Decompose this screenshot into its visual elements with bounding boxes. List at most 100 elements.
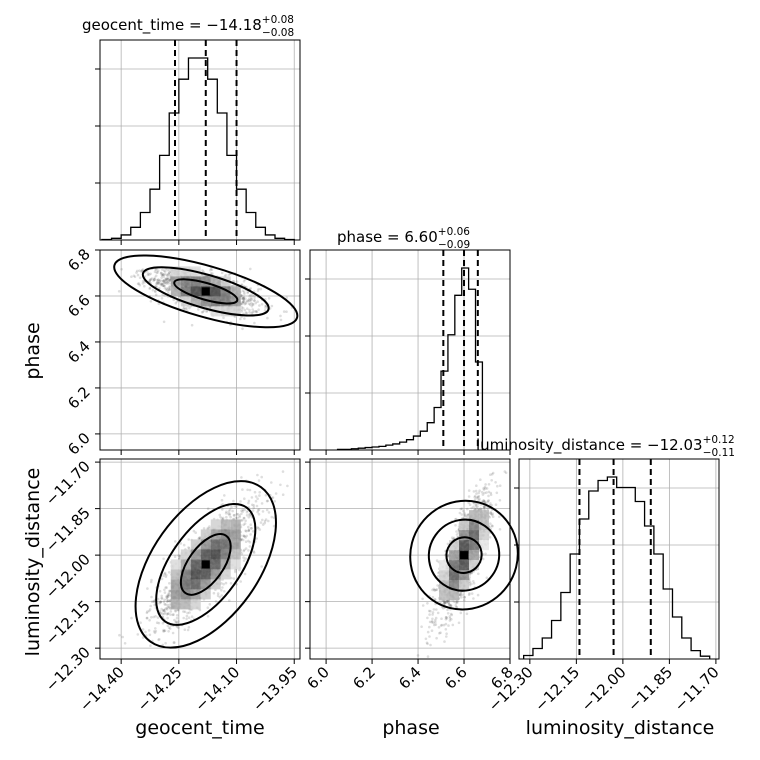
- scatter-point: [210, 268, 214, 272]
- density-cell: [210, 519, 221, 530]
- scatter-point: [167, 599, 170, 602]
- scatter-point: [148, 287, 151, 290]
- scatter-point: [160, 607, 163, 611]
- scatter-point: [163, 609, 166, 612]
- scatter-point: [234, 568, 237, 572]
- scatter-point: [240, 310, 244, 313]
- ylabel-phase: phase: [22, 322, 44, 379]
- scatter-point: [246, 291, 249, 295]
- density-cell: [170, 569, 181, 580]
- scatter-point: [467, 501, 471, 505]
- scatter-point: [272, 516, 276, 520]
- scatter-point: [253, 490, 257, 494]
- density-cell: [170, 579, 181, 590]
- scatter-point: [243, 292, 246, 296]
- scatter-point: [486, 500, 489, 504]
- scatter-point: [448, 603, 451, 607]
- scatter-point: [249, 267, 252, 271]
- scatter-point: [445, 599, 449, 603]
- scatter-point: [164, 277, 168, 280]
- scatter-point: [218, 595, 222, 599]
- scatter-point: [158, 601, 161, 605]
- scatter-point: [240, 297, 244, 301]
- scatter-point: [266, 499, 270, 503]
- scatter-point: [163, 287, 167, 290]
- scatter-point: [429, 609, 432, 613]
- scatter-panel-luminosity-distance-vs-geocent-time: [95, 458, 301, 664]
- scatter-point: [248, 545, 252, 548]
- scatter-point: [251, 308, 254, 311]
- scatter-point: [166, 600, 169, 603]
- scatter-point: [151, 288, 155, 292]
- scatter-point: [246, 488, 249, 492]
- scatter-point: [252, 506, 256, 509]
- scatter-point: [138, 269, 141, 273]
- scatter-point: [138, 283, 142, 287]
- scatter-point: [157, 638, 160, 642]
- scatter-point: [139, 621, 142, 624]
- scatter-point: [149, 580, 153, 584]
- scatter-point: [485, 487, 489, 490]
- scatter-point: [242, 559, 246, 562]
- scatter-point: [162, 609, 166, 612]
- scatter-point: [426, 630, 430, 634]
- scatter-point: [467, 593, 471, 596]
- scatter-point: [230, 505, 233, 509]
- scatter-point: [255, 310, 259, 314]
- scatter-point: [159, 611, 163, 615]
- scatter-point: [483, 485, 487, 489]
- scatter-point: [160, 577, 164, 581]
- scatter-point: [160, 594, 163, 598]
- scatter-point: [241, 510, 244, 513]
- scatter-point: [485, 491, 488, 494]
- scatter-point: [265, 499, 269, 503]
- scatter-point: [168, 279, 171, 283]
- scatter-point: [252, 551, 256, 554]
- scatter-point: [442, 602, 446, 605]
- tick-label-y-phase: 6.2: [64, 383, 94, 413]
- scatter-point: [182, 543, 186, 547]
- scatter-point: [247, 549, 250, 552]
- scatter-point: [187, 546, 190, 549]
- scatter-point: [444, 622, 448, 626]
- scatter-point: [159, 279, 162, 282]
- scatter-point: [248, 540, 252, 544]
- scatter-point: [202, 309, 206, 312]
- scatter-point: [172, 613, 175, 616]
- scatter-point: [145, 611, 149, 615]
- scatter-point: [468, 573, 472, 576]
- hist-step-luminosity-distance: [523, 476, 711, 659]
- tick-label-x-luminosity-distance: −11.70: [671, 663, 723, 715]
- scatter-point: [473, 496, 477, 499]
- scatter-point: [175, 300, 179, 303]
- scatter-point: [424, 637, 428, 641]
- scatter-point: [271, 496, 275, 499]
- scatter-point: [168, 589, 172, 593]
- scatter-point: [256, 526, 259, 529]
- scatter-point: [168, 271, 171, 274]
- density-cell: [180, 569, 191, 580]
- scatter-point: [153, 631, 157, 635]
- scatter-point: [190, 615, 194, 618]
- contour-level-1: [445, 536, 483, 574]
- scatter-point: [245, 514, 249, 517]
- scatter-point: [489, 502, 492, 505]
- scatter-point: [162, 629, 166, 633]
- density-cell: [200, 579, 211, 590]
- scatter-point: [150, 600, 154, 603]
- scatter-point: [489, 510, 493, 514]
- scatter-point: [472, 490, 476, 493]
- scatter-point: [168, 278, 172, 282]
- scatter-point: [263, 519, 267, 523]
- scatter-point: [159, 601, 162, 604]
- scatter-point: [157, 281, 161, 285]
- scatter-point: [498, 484, 502, 488]
- scatter-point: [426, 642, 429, 646]
- scatter-point: [162, 608, 165, 612]
- scatter-point: [447, 624, 450, 627]
- scatter-point: [444, 616, 448, 619]
- scatter-point: [489, 491, 493, 495]
- scatter-point: [264, 306, 267, 309]
- scatter-point: [285, 296, 289, 299]
- density-peak: [460, 551, 469, 560]
